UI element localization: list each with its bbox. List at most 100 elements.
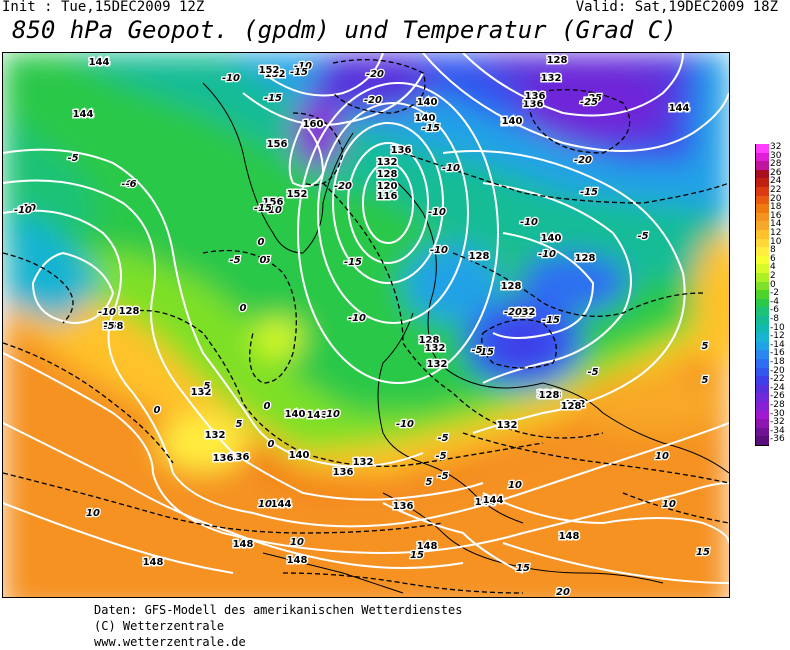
geopotential-label: 128 [537, 389, 558, 400]
temperature-label: -5 [435, 451, 446, 462]
temperature-label: 10 [655, 451, 669, 462]
temperature-label: -25 [580, 97, 598, 108]
website-link[interactable]: www.wetterzentrale.de [94, 635, 246, 649]
temperature-label: -15 [264, 93, 282, 104]
legend-swatch [756, 359, 769, 368]
legend-swatch [756, 204, 769, 213]
legend-label: 16 [770, 210, 782, 221]
legend-label: 0 [770, 279, 776, 290]
temperature-label: -10 [430, 245, 448, 256]
legend-swatch [756, 350, 769, 359]
temperature-label: -10 [98, 307, 116, 318]
legend-swatch [756, 367, 769, 377]
temperature-label: 10 [258, 499, 272, 510]
temperature-label: -15 [476, 347, 494, 358]
footer: Daten: GFS-Modell des amerikanischen Wet… [94, 602, 462, 650]
temperature-isolines [3, 59, 729, 594]
legend-swatch [756, 419, 769, 428]
temperature-field [3, 53, 729, 597]
legend-label: -6 [770, 305, 779, 316]
temperature-label: -5 [637, 231, 648, 242]
geopotential-labels: 1441441521601561521561361321281201161401… [71, 54, 691, 570]
legend-label: -16 [770, 348, 785, 359]
geopotential-label: 128 [541, 390, 562, 401]
legend-label: -34 [770, 425, 785, 436]
temperature-label: -10 [538, 249, 556, 260]
geopotential-label: 148 [233, 539, 254, 550]
legend-swatch [756, 427, 769, 437]
legend-swatch [756, 324, 769, 334]
geopotential-label: 144 [669, 103, 690, 114]
geopotential-label: 128 [575, 253, 596, 264]
temperature-label: 5 [702, 341, 709, 352]
legend-swatch [756, 384, 769, 394]
legend-swatch [756, 187, 769, 196]
geopotential-label: 116 [377, 191, 398, 202]
legend-swatch [756, 290, 769, 299]
legend-swatch [756, 273, 769, 282]
header: Init : Tue,15DEC2009 12Z Valid: Sat,19DE… [0, 0, 790, 50]
temperature-label: 0 [258, 237, 265, 248]
geopotential-label: 128 [103, 321, 124, 332]
temperature-label: -15 [422, 123, 440, 134]
geopotential-label: 144 [271, 499, 292, 510]
geopotential-label: 156 [267, 139, 288, 150]
geopotential-label: 152 [259, 65, 280, 76]
legend-swatch [756, 436, 769, 445]
geopotential-label: 160 [303, 119, 324, 130]
geopotential-label: 132 [427, 359, 448, 370]
temperature-label: 5 [426, 477, 433, 488]
temperature-label: -5 [103, 321, 114, 332]
legend-label: 22 [770, 185, 782, 195]
legend-swatch [756, 144, 769, 153]
geopotential-label: 148 [417, 541, 438, 552]
legend-swatch [756, 178, 769, 187]
legend-label: -14 [770, 339, 785, 350]
legend-swatch [756, 152, 769, 162]
geopotential-label: 140 [415, 113, 436, 124]
legend-swatch [756, 410, 769, 420]
legend-label: 32 [770, 142, 782, 152]
temperature-label: -10 [520, 217, 538, 228]
geopotential-label: 128 [513, 309, 534, 320]
temperature-label: -10 [396, 419, 414, 430]
geopotential-label: 140 [417, 97, 438, 108]
legend-label: -12 [770, 331, 785, 342]
temperature-label: -20 [366, 69, 384, 80]
geopotential-label: 140 [541, 233, 562, 244]
legend-label: -22 [770, 374, 785, 385]
weather-map: 144 144 152 160 156 152 156 136 132 128 120 116 140 1… [2, 52, 730, 598]
temperature-label: -20 [364, 95, 382, 106]
geopotential-label: 136 [523, 99, 544, 110]
legend-label: 10 [770, 236, 782, 247]
legend-label: -32 [770, 417, 785, 428]
geopotential-label: 132 [191, 387, 212, 398]
geopotential-label: 148 [559, 531, 580, 542]
temperature-label: 15 [410, 550, 424, 561]
geopotential-label: 136 [213, 453, 234, 464]
temperature-label: -10 [428, 207, 446, 218]
legend-label: -2 [770, 288, 779, 299]
legend-swatch [756, 264, 769, 273]
temperature-label: -10 [322, 409, 340, 420]
legend-label: 12 [770, 228, 782, 238]
temperature-label: 0 [260, 255, 267, 266]
geopotential-label: 128 [501, 281, 522, 292]
legend-label: -10 [770, 322, 785, 333]
geopotential-label: 128 [419, 335, 440, 346]
legend-swatch [756, 221, 769, 230]
temperature-label: -10 [14, 205, 32, 216]
legend-label: -36 [770, 434, 785, 445]
temperature-label: -15 [542, 315, 560, 326]
valid-time: Valid: Sat,19DEC2009 18Z [575, 0, 778, 15]
legend-swatch [756, 161, 769, 170]
temperature-label: 0 [264, 401, 271, 412]
legend-swatch [756, 238, 769, 248]
legend-label: -24 [770, 382, 785, 393]
legend-swatch [756, 333, 769, 342]
legend-swatch [756, 316, 769, 325]
temperature-label: 5 [204, 381, 211, 392]
legend-label: 2 [770, 271, 776, 281]
legend-label: -26 [770, 391, 785, 402]
geopotential-label: 152 [287, 189, 308, 200]
